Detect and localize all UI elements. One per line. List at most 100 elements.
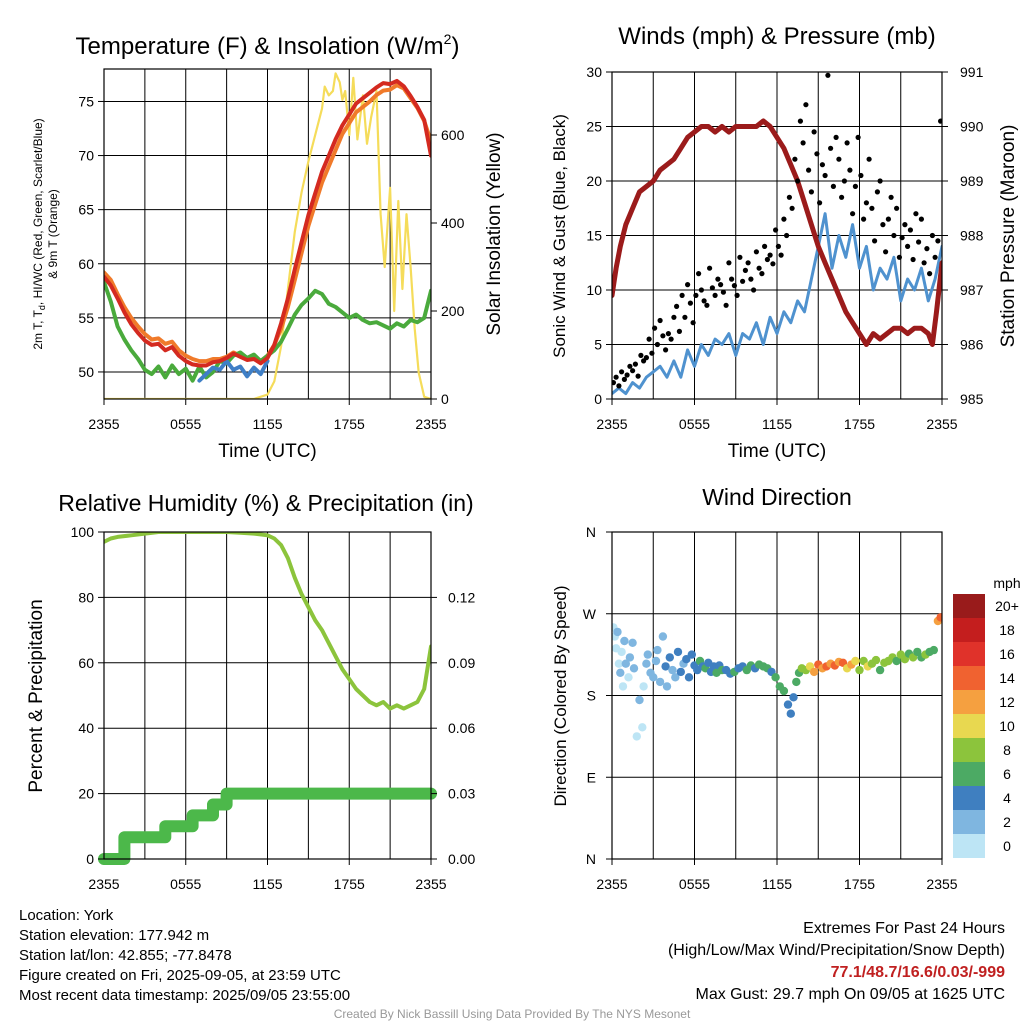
gust-point [814, 151, 820, 157]
x-tick-label: 0555 [679, 416, 710, 432]
y-tick-label: 75 [78, 93, 94, 109]
y-tick-label: 10 [586, 282, 602, 298]
gust-point [786, 194, 793, 200]
gust-point [612, 380, 616, 386]
direction-point [668, 665, 677, 675]
gust-point [619, 369, 625, 375]
gust-point [858, 172, 864, 179]
colorbar-swatch [953, 594, 985, 618]
gust-point [844, 140, 850, 146]
gust-point [624, 372, 630, 378]
chart-title: Relative Humidity (%) & Precipitation (i… [58, 490, 473, 516]
gust-point [654, 341, 661, 348]
y2-tick-label: 200 [441, 303, 465, 319]
gust-point [894, 205, 900, 211]
direction-point [617, 647, 626, 657]
gust-point [806, 167, 812, 173]
y2-tick-label: 989 [960, 173, 984, 189]
y-tick-label: 60 [78, 655, 94, 671]
gust-point [781, 216, 787, 222]
gust-point [918, 216, 925, 222]
y-tick-label: 40 [78, 720, 94, 736]
y-label-part: 2m T, T [31, 309, 45, 349]
x-tick-label: 2355 [596, 876, 627, 892]
gust-point [767, 252, 773, 258]
direction-point [936, 613, 942, 622]
gust-point [885, 216, 892, 222]
gust-point [902, 222, 908, 228]
chart-title-text: Temperature (F) & Insolation (W/m [76, 33, 444, 60]
y-tick-label: 30 [586, 64, 602, 80]
gust-point [682, 314, 688, 320]
extremes-values: 77.1/48.7/16.6/0.03/-999 [830, 964, 1005, 981]
gust-point [764, 256, 771, 263]
gust-point [861, 216, 867, 222]
colorbar-swatch [953, 786, 985, 810]
gust-point [613, 374, 619, 380]
direction-point [621, 659, 630, 668]
direction-point [779, 686, 789, 696]
gust-point [874, 189, 881, 195]
direction-point [629, 664, 639, 673]
gust-point [657, 317, 663, 324]
gust-point [847, 167, 853, 173]
gust-point [687, 300, 694, 306]
colorbar-swatch [953, 762, 985, 786]
x-tick-label: 2355 [88, 876, 119, 892]
y-tick-label: 100 [71, 524, 95, 540]
y2-tick-label: 988 [960, 228, 984, 244]
y-axis-label: Percent & Precipitation [26, 599, 47, 792]
gust-point [836, 156, 842, 162]
colorbar-label: 16 [999, 646, 1015, 662]
y-tick-label: 0 [86, 851, 94, 867]
x-tick-label: 1755 [334, 876, 365, 892]
direction-point [614, 659, 624, 668]
created-text: Figure created on Fri, 2025-09-05, at 23… [19, 967, 341, 984]
x-axis-label: Time (UTC) [728, 441, 827, 462]
gust-point [803, 102, 809, 108]
y-tick-label: 65 [78, 202, 94, 218]
precip-line [98, 787, 437, 865]
direction-point [662, 682, 672, 691]
y2-tick-label: 0 [441, 391, 449, 407]
gust-point [800, 140, 806, 146]
gust-point [745, 260, 751, 266]
direction-point [618, 682, 628, 691]
gust-point [674, 303, 680, 309]
direction-point [929, 645, 938, 655]
gust-point [671, 314, 677, 320]
gust-point [770, 261, 776, 267]
colorbar-label: 8 [1003, 742, 1011, 758]
y2-tick-label: 985 [960, 391, 984, 407]
y-tick-label: N [586, 524, 596, 540]
direction-point [786, 709, 795, 718]
gust-point [665, 331, 672, 337]
gust-point [778, 252, 784, 258]
direction-point [649, 673, 658, 682]
gust-point [828, 145, 834, 151]
gust-point [833, 134, 839, 140]
plot-border [103, 68, 432, 400]
gust-point [726, 260, 732, 266]
direction-point [624, 673, 633, 682]
recent-data-text: Most recent data timestamp: 2025/09/05 2… [19, 987, 351, 1004]
x-tick-label: 0555 [170, 876, 201, 892]
gust-point [899, 235, 905, 241]
direction-point [875, 665, 885, 675]
gust-point [701, 298, 707, 304]
y-tick-label: 0 [594, 391, 602, 407]
direction-point [625, 653, 635, 662]
direction-point [639, 682, 648, 691]
y-tick-label: 70 [78, 148, 94, 164]
direction-point [632, 732, 641, 741]
gust-point [734, 292, 740, 298]
colorbar-label: 0 [1003, 838, 1011, 854]
chart-title: Temperature (F) & Insolation (W/m2) [76, 31, 460, 60]
colorbar-title: mph [993, 575, 1020, 591]
colorbar-label: 10 [999, 718, 1015, 734]
gust-point [751, 287, 757, 293]
direction-point [616, 668, 625, 677]
gust-point [789, 205, 795, 211]
x-tick-label: 2355 [926, 876, 957, 892]
